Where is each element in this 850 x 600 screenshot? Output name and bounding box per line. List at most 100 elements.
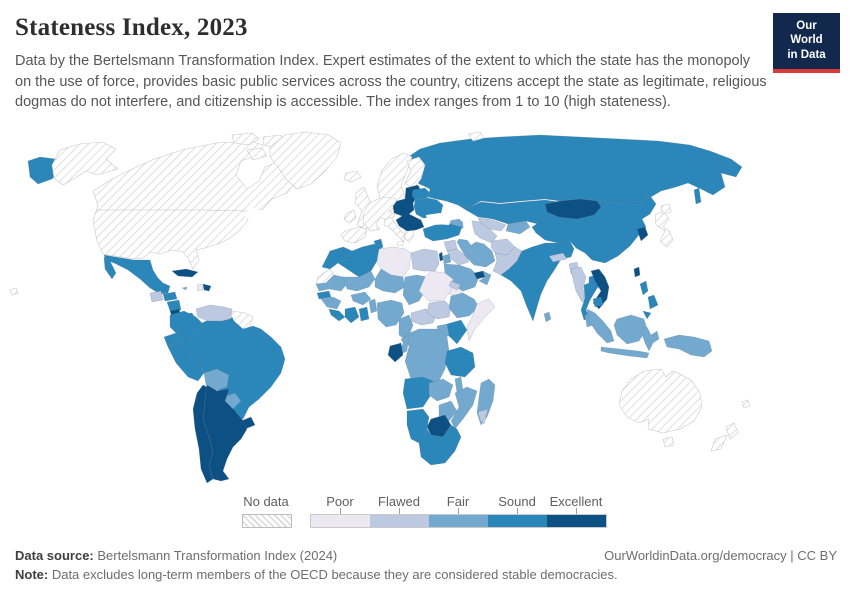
country-canada-usa[interactable] <box>92 140 297 270</box>
country-russia-sakhalin[interactable] <box>693 187 702 205</box>
country-algeria[interactable] <box>337 243 380 278</box>
country-iberia[interactable] <box>340 226 368 244</box>
country-libya[interactable] <box>376 246 412 278</box>
country-dr-congo[interactable] <box>404 328 450 390</box>
country-ireland[interactable] <box>343 209 357 224</box>
legend-swatch-fair[interactable] <box>429 515 488 527</box>
country-jamaica[interactable] <box>181 286 188 291</box>
country-nepal[interactable] <box>548 252 568 263</box>
legend-swatch-sound[interactable] <box>488 515 547 527</box>
country-pacific-islands[interactable] <box>741 399 751 409</box>
country-tasmania[interactable] <box>662 436 675 448</box>
country-zambia[interactable] <box>428 378 454 402</box>
country-finland[interactable] <box>404 156 426 190</box>
legend-label-sound[interactable]: Sound <box>498 494 536 509</box>
country-philippines[interactable] <box>639 280 649 296</box>
country-new-zealand[interactable] <box>710 434 728 452</box>
country-ivory-coast[interactable] <box>344 306 360 324</box>
country-guatemala[interactable] <box>149 290 164 303</box>
country-jordan[interactable] <box>442 253 452 265</box>
country-arctic-islands[interactable] <box>231 132 260 146</box>
country-russia-kamchatka[interactable] <box>699 156 723 194</box>
country-bolivia[interactable] <box>203 368 230 392</box>
country-vietnam[interactable] <box>590 268 610 310</box>
country-mongolia[interactable] <box>544 198 602 220</box>
country-gabon[interactable] <box>387 342 404 363</box>
country-uzbekistan[interactable] <box>477 217 507 232</box>
country-turkey[interactable] <box>422 223 463 242</box>
country-brazil[interactable] <box>175 316 286 426</box>
country-togo-benin[interactable] <box>368 298 378 314</box>
country-philippines[interactable] <box>647 294 659 310</box>
attribution-link[interactable]: OurWorldinData.org/democracy | CC BY <box>604 548 837 563</box>
legend-label-flawed[interactable]: Flawed <box>378 494 420 509</box>
country-hawaii[interactable] <box>9 287 19 296</box>
country-egypt[interactable] <box>410 248 440 272</box>
country-taiwan[interactable] <box>633 266 641 278</box>
legend-label-excellent[interactable]: Excellent <box>549 494 603 509</box>
country-alaska[interactable] <box>51 141 119 186</box>
owid-logo[interactable]: Our World in Data <box>773 13 840 74</box>
country-south-sudan[interactable] <box>426 300 452 320</box>
legend-swatch-excellent[interactable] <box>547 515 606 527</box>
legend-swatch-flawed[interactable] <box>370 515 429 527</box>
country-sicily[interactable] <box>396 240 405 247</box>
legend-no-data-label[interactable]: No data <box>243 494 289 509</box>
country-honduras[interactable] <box>162 291 178 302</box>
country-cuba[interactable] <box>171 268 199 278</box>
legend-swatch-poor[interactable] <box>311 515 370 527</box>
country-burkina-faso[interactable] <box>350 291 372 306</box>
world-map[interactable] <box>0 130 850 499</box>
country-ghana[interactable] <box>358 306 370 322</box>
country-haiti[interactable] <box>196 283 204 292</box>
country-nicaragua[interactable] <box>166 299 182 312</box>
country-iceland[interactable] <box>343 170 362 183</box>
legend-label-fair[interactable]: Fair <box>446 494 470 509</box>
country-svalbard[interactable] <box>467 131 485 142</box>
country-cambodia[interactable] <box>592 296 604 308</box>
country-arctic-islands[interactable] <box>246 147 268 161</box>
legend-no-data-swatch[interactable] <box>242 514 292 528</box>
country-south-africa[interactable] <box>418 424 462 466</box>
country-mali[interactable] <box>342 270 376 292</box>
country-somalia[interactable] <box>466 298 496 342</box>
country-tunisia[interactable] <box>373 238 384 252</box>
country-kyrgyzstan-tajikistan[interactable] <box>505 220 531 235</box>
country-guinea[interactable] <box>320 296 342 310</box>
country-australia[interactable] <box>618 368 703 434</box>
country-israel[interactable] <box>438 251 444 262</box>
country-eritrea[interactable] <box>448 280 462 291</box>
country-western-europe[interactable] <box>362 196 397 232</box>
country-russia[interactable] <box>407 134 743 208</box>
country-japan-hokkaido[interactable] <box>660 203 672 215</box>
country-dominican-republic[interactable] <box>202 283 212 292</box>
country-chile[interactable] <box>192 384 214 484</box>
country-ethiopia[interactable] <box>448 292 480 319</box>
country-angola[interactable] <box>402 376 434 410</box>
country-south-korea[interactable] <box>636 226 649 242</box>
country-mexico-baja[interactable] <box>103 256 117 280</box>
country-japan[interactable] <box>654 210 674 248</box>
country-iraq[interactable] <box>446 248 470 266</box>
country-iran[interactable] <box>456 238 496 268</box>
country-sulawesi[interactable] <box>640 326 660 352</box>
country-sierra-leone-liberia[interactable] <box>328 308 346 322</box>
country-senegal[interactable] <box>316 290 332 300</box>
country-sumatra[interactable] <box>586 308 615 344</box>
country-borneo[interactable] <box>613 314 648 345</box>
country-new-zealand[interactable] <box>725 422 739 440</box>
country-new-guinea[interactable] <box>663 334 713 358</box>
country-greenland[interactable] <box>269 131 342 190</box>
country-kenya[interactable] <box>446 319 468 345</box>
country-philippines[interactable] <box>642 310 652 320</box>
country-italy[interactable] <box>383 216 408 242</box>
legend-color-bar[interactable] <box>310 514 607 528</box>
country-tanzania[interactable] <box>444 346 476 378</box>
country-sri-lanka[interactable] <box>543 311 552 323</box>
country-sudan[interactable] <box>418 270 454 302</box>
country-chad[interactable] <box>402 274 428 306</box>
country-oman[interactable] <box>478 270 492 286</box>
legend-label-poor[interactable]: Poor <box>326 494 354 509</box>
country-madagascar-south[interactable] <box>477 408 489 425</box>
country-java[interactable] <box>600 346 650 359</box>
